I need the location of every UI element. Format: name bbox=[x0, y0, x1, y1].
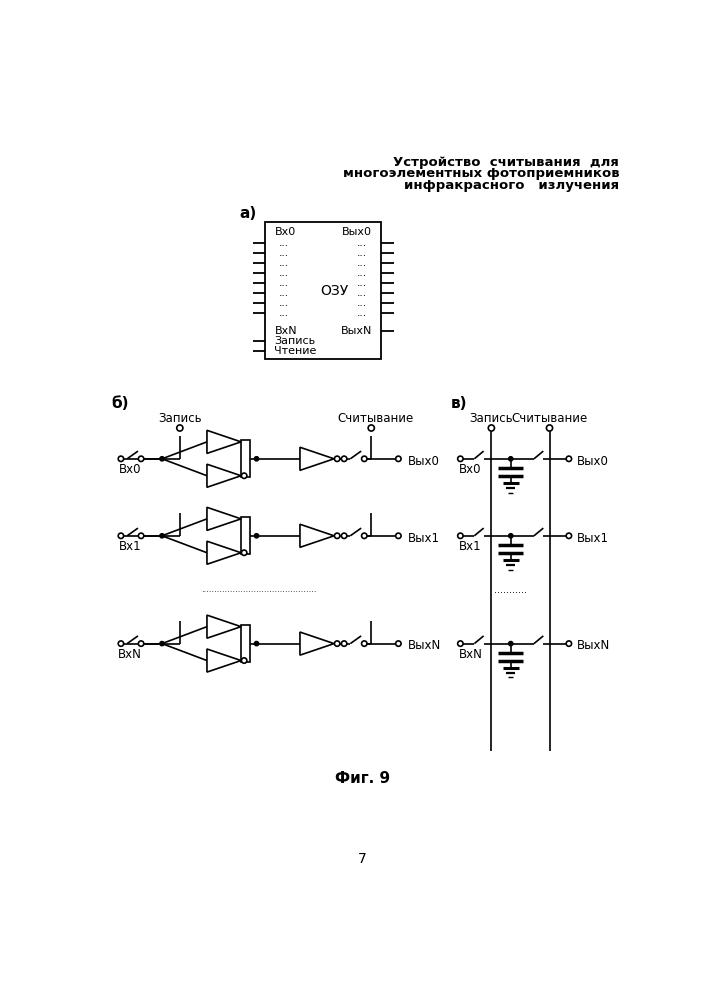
Circle shape bbox=[566, 456, 571, 461]
Circle shape bbox=[508, 534, 513, 538]
Text: Считывание: Считывание bbox=[511, 412, 588, 425]
Text: ВыхN: ВыхN bbox=[408, 639, 441, 652]
Text: Запись: Запись bbox=[158, 412, 201, 425]
Text: Вх1: Вх1 bbox=[119, 540, 141, 553]
Text: Вых0: Вых0 bbox=[408, 455, 440, 468]
Text: ...: ... bbox=[357, 268, 368, 278]
Circle shape bbox=[508, 457, 513, 461]
Text: Вых0: Вых0 bbox=[577, 455, 609, 468]
Circle shape bbox=[118, 456, 124, 461]
Circle shape bbox=[457, 641, 463, 646]
Text: Вх0: Вх0 bbox=[459, 463, 481, 476]
Circle shape bbox=[118, 533, 124, 538]
Text: Запись: Запись bbox=[469, 412, 513, 425]
Text: б): б) bbox=[112, 396, 129, 411]
Circle shape bbox=[160, 457, 164, 461]
Circle shape bbox=[508, 641, 513, 646]
Text: Вх0: Вх0 bbox=[274, 227, 296, 237]
Circle shape bbox=[341, 533, 347, 538]
Text: ВхN: ВхN bbox=[118, 648, 142, 661]
Text: ...: ... bbox=[357, 288, 368, 298]
Text: ...: ... bbox=[279, 258, 289, 268]
Circle shape bbox=[241, 658, 247, 663]
Text: Вх1: Вх1 bbox=[459, 540, 481, 553]
Text: ВыхN: ВыхN bbox=[341, 326, 372, 336]
Circle shape bbox=[341, 641, 347, 646]
Text: 7: 7 bbox=[358, 852, 367, 866]
Text: ...: ... bbox=[279, 288, 289, 298]
Text: Устройство  считывания  для: Устройство считывания для bbox=[393, 156, 619, 169]
Text: ...: ... bbox=[279, 278, 289, 288]
Text: ...: ... bbox=[279, 248, 289, 258]
Text: ...: ... bbox=[357, 278, 368, 288]
Text: ............................................: ........................................… bbox=[201, 585, 317, 594]
Text: Вых0: Вых0 bbox=[342, 227, 372, 237]
Text: ОЗУ: ОЗУ bbox=[321, 284, 349, 298]
Text: многоэлементных фотоприемников: многоэлементных фотоприемников bbox=[343, 167, 619, 180]
Text: Вых1: Вых1 bbox=[408, 532, 440, 545]
Text: ...: ... bbox=[279, 238, 289, 248]
Circle shape bbox=[457, 456, 463, 461]
Circle shape bbox=[489, 425, 494, 431]
Circle shape bbox=[368, 425, 374, 431]
Circle shape bbox=[255, 641, 259, 646]
Text: Считывание: Считывание bbox=[337, 412, 414, 425]
Circle shape bbox=[139, 533, 144, 538]
Text: ...: ... bbox=[357, 238, 368, 248]
Text: Вых1: Вых1 bbox=[577, 532, 609, 545]
Bar bbox=[265, 222, 381, 359]
Bar bbox=[241, 625, 250, 662]
Circle shape bbox=[139, 456, 144, 461]
Circle shape bbox=[457, 533, 463, 538]
Circle shape bbox=[361, 533, 367, 538]
Text: Фиг. 9: Фиг. 9 bbox=[335, 771, 390, 786]
Text: ...........: ........... bbox=[494, 585, 527, 595]
Circle shape bbox=[241, 473, 247, 478]
Circle shape bbox=[334, 533, 340, 538]
Circle shape bbox=[255, 534, 259, 538]
Circle shape bbox=[160, 534, 164, 538]
Circle shape bbox=[160, 641, 164, 646]
Circle shape bbox=[139, 641, 144, 646]
Text: ВхN: ВхN bbox=[459, 648, 483, 661]
Circle shape bbox=[361, 456, 367, 461]
Circle shape bbox=[177, 425, 183, 431]
Text: ...: ... bbox=[279, 268, 289, 278]
Circle shape bbox=[396, 533, 401, 538]
Circle shape bbox=[255, 457, 259, 461]
Circle shape bbox=[566, 641, 571, 646]
Text: ВыхN: ВыхN bbox=[577, 639, 610, 652]
Text: инфракрасного   излучения: инфракрасного излучения bbox=[404, 179, 619, 192]
Text: в): в) bbox=[451, 396, 467, 411]
Text: ...: ... bbox=[279, 308, 289, 318]
Circle shape bbox=[118, 641, 124, 646]
Circle shape bbox=[566, 533, 571, 538]
Circle shape bbox=[396, 456, 401, 461]
Circle shape bbox=[341, 456, 347, 461]
Text: ...: ... bbox=[357, 258, 368, 268]
Circle shape bbox=[547, 425, 553, 431]
Text: ...: ... bbox=[357, 298, 368, 308]
Text: Чтение: Чтение bbox=[274, 346, 317, 356]
Circle shape bbox=[334, 456, 340, 461]
Circle shape bbox=[361, 641, 367, 646]
Text: Запись: Запись bbox=[274, 336, 315, 346]
Text: Вх0: Вх0 bbox=[119, 463, 141, 476]
Circle shape bbox=[241, 550, 247, 555]
Bar bbox=[241, 517, 250, 554]
Circle shape bbox=[334, 641, 340, 646]
Text: а): а) bbox=[240, 206, 257, 221]
Bar bbox=[241, 440, 250, 477]
Text: ВхN: ВхN bbox=[274, 326, 297, 336]
Text: ...: ... bbox=[357, 248, 368, 258]
Text: ...: ... bbox=[279, 298, 289, 308]
Circle shape bbox=[396, 641, 401, 646]
Text: ...: ... bbox=[357, 308, 368, 318]
